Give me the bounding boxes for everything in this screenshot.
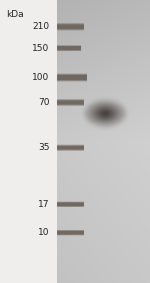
- Bar: [57, 75, 87, 80]
- Bar: [57, 202, 84, 207]
- Bar: [57, 144, 84, 151]
- Bar: [57, 24, 84, 29]
- Bar: [57, 99, 84, 106]
- Bar: [57, 230, 84, 235]
- Bar: [57, 46, 81, 50]
- Bar: [57, 100, 84, 105]
- Bar: [57, 146, 84, 149]
- Bar: [57, 74, 87, 81]
- Bar: [57, 145, 84, 151]
- Text: 70: 70: [38, 98, 50, 107]
- Bar: [57, 73, 87, 82]
- Bar: [57, 231, 84, 235]
- Bar: [57, 100, 84, 105]
- Bar: [57, 146, 84, 150]
- Bar: [57, 100, 84, 104]
- Text: kDa: kDa: [6, 10, 24, 19]
- Bar: [57, 231, 84, 234]
- Bar: [57, 75, 87, 80]
- Text: 150: 150: [32, 44, 50, 53]
- Bar: [57, 145, 84, 150]
- Text: 100: 100: [32, 73, 50, 82]
- Text: 35: 35: [38, 143, 50, 152]
- Bar: [57, 202, 84, 207]
- Bar: [57, 74, 87, 81]
- Text: 210: 210: [32, 22, 50, 31]
- Bar: [57, 46, 81, 51]
- Bar: [57, 25, 84, 29]
- Text: 10: 10: [38, 228, 50, 237]
- Bar: [57, 230, 84, 235]
- Bar: [57, 45, 81, 51]
- Bar: [57, 45, 81, 52]
- Text: 17: 17: [38, 200, 50, 209]
- Bar: [57, 23, 84, 31]
- Bar: [57, 230, 84, 236]
- Bar: [57, 23, 84, 30]
- Bar: [57, 202, 84, 206]
- Bar: [57, 99, 84, 106]
- Bar: [57, 46, 81, 50]
- Bar: [57, 24, 84, 30]
- Bar: [57, 201, 84, 207]
- Bar: [57, 203, 84, 206]
